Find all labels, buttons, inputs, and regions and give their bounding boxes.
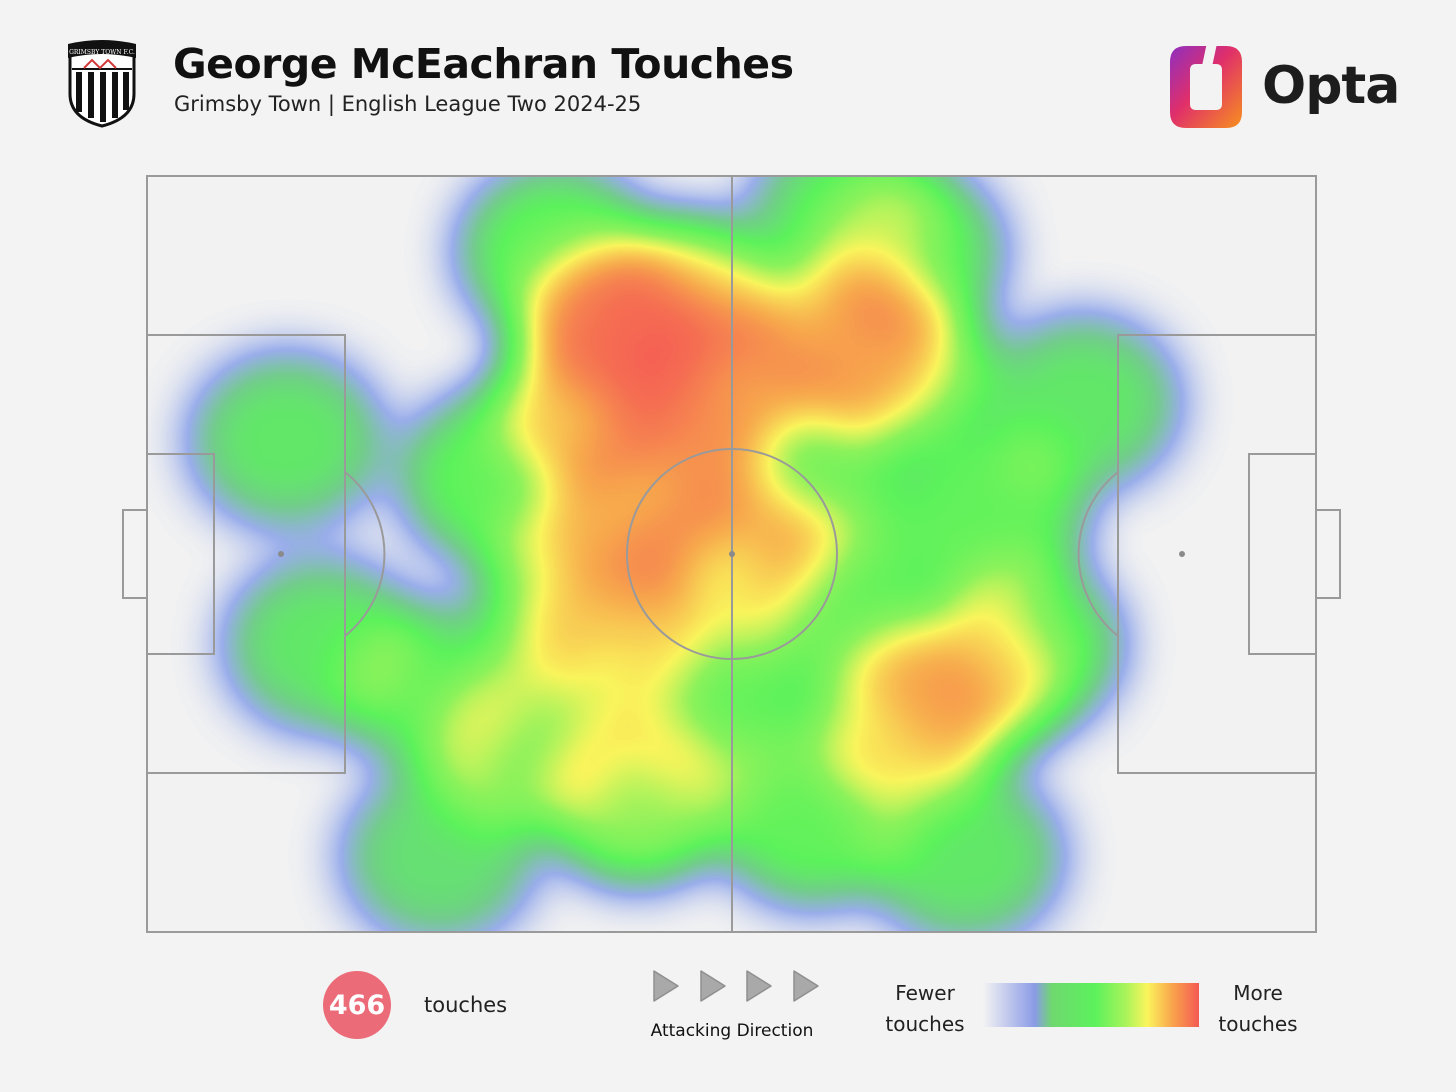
touches-label: touches <box>424 993 508 1017</box>
heat-spot-17 <box>730 506 921 677</box>
page-subtitle: Grimsby Town | English League Two 2024-2… <box>174 92 642 116</box>
attacking-direction-arrows-icon <box>653 970 819 1002</box>
heat-spot-25 <box>227 559 418 730</box>
legend-high-label: More touches <box>1218 981 1298 1036</box>
heat-spot-24 <box>192 355 383 526</box>
heat-spot-27 <box>870 771 1061 932</box>
attacking-direction-label: Attacking Direction <box>650 1021 814 1041</box>
heat-spot-26 <box>987 317 1178 488</box>
page-title: George McEachran Touches <box>173 40 794 88</box>
heat-spot-18 <box>613 620 804 791</box>
heat-spot-28 <box>344 771 535 932</box>
crest-text: GRIMSBY TOWN F.C. <box>69 49 135 56</box>
touch-count-badge: 466 <box>323 971 391 1039</box>
legend-color-bar <box>983 983 1199 1027</box>
club-crest-icon: GRIMSBY TOWN F.C. <box>68 40 136 128</box>
heat-spot-19 <box>718 733 909 904</box>
legend-low-label: Fewer touches <box>885 981 965 1036</box>
heat-spot-30 <box>402 393 593 564</box>
opta-wordmark: Opta <box>1262 56 1400 116</box>
opta-logo-icon <box>1170 42 1242 128</box>
heat-spot-22 <box>461 176 652 337</box>
heat-spot-21 <box>928 559 1119 730</box>
heat-spot-29 <box>753 176 944 299</box>
heat-spot-31 <box>578 378 769 549</box>
